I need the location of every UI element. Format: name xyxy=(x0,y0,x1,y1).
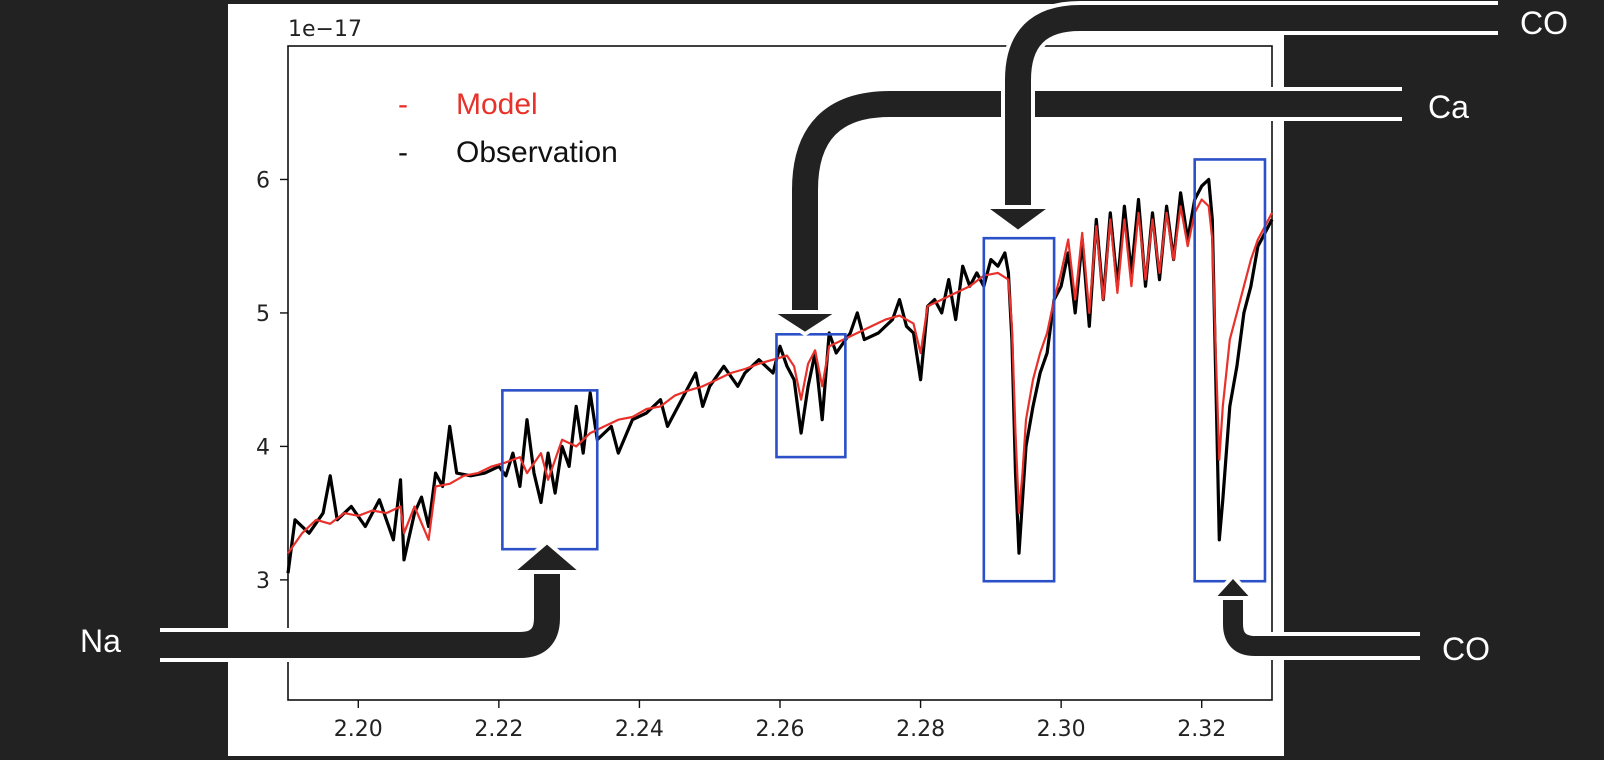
legend-label-model: Model xyxy=(456,88,538,121)
axis-ticks: 2.20 2.22 2.24 2.26 2.28 2.30 2.32 3 4 5 6 xyxy=(256,168,1226,742)
annotation-arrows xyxy=(160,1,1498,662)
y-tick-label: 3 xyxy=(256,569,270,594)
annotation-label-co-bottom: CO xyxy=(1442,631,1490,667)
highlight-box-3 xyxy=(982,236,1056,583)
x-tick-label: 2.26 xyxy=(756,717,805,742)
legend: - Model - Observation xyxy=(398,88,618,169)
x-tick-label: 2.30 xyxy=(1037,717,1086,742)
highlight-box-layer xyxy=(501,158,1267,583)
highlight-box-2 xyxy=(775,332,847,459)
x-tick-label: 2.28 xyxy=(896,717,945,742)
legend-marker-model: - xyxy=(398,88,408,121)
annotation-label-na: Na xyxy=(80,623,121,659)
x-tick-label: 2.22 xyxy=(474,717,523,742)
y-tick-label: 6 xyxy=(256,168,270,193)
co-top-arrow xyxy=(982,1,1498,234)
y-tick-label: 5 xyxy=(256,302,270,327)
annotation-label-co-top: CO xyxy=(1520,5,1568,41)
annotation-label-ca: Ca xyxy=(1428,89,1469,125)
legend-label-observation: Observation xyxy=(456,136,618,169)
x-tick-label: 2.32 xyxy=(1177,717,1226,742)
legend-marker-observation: - xyxy=(398,136,408,169)
y-tick-label: 4 xyxy=(256,435,270,460)
x-tick-label: 2.20 xyxy=(334,717,383,742)
co-bottom-arrow xyxy=(1211,574,1420,660)
y-offset-label: 1e−17 xyxy=(288,17,362,42)
na-arrow xyxy=(160,540,584,662)
ca-arrow xyxy=(769,87,1402,336)
x-tick-label: 2.24 xyxy=(615,717,664,742)
